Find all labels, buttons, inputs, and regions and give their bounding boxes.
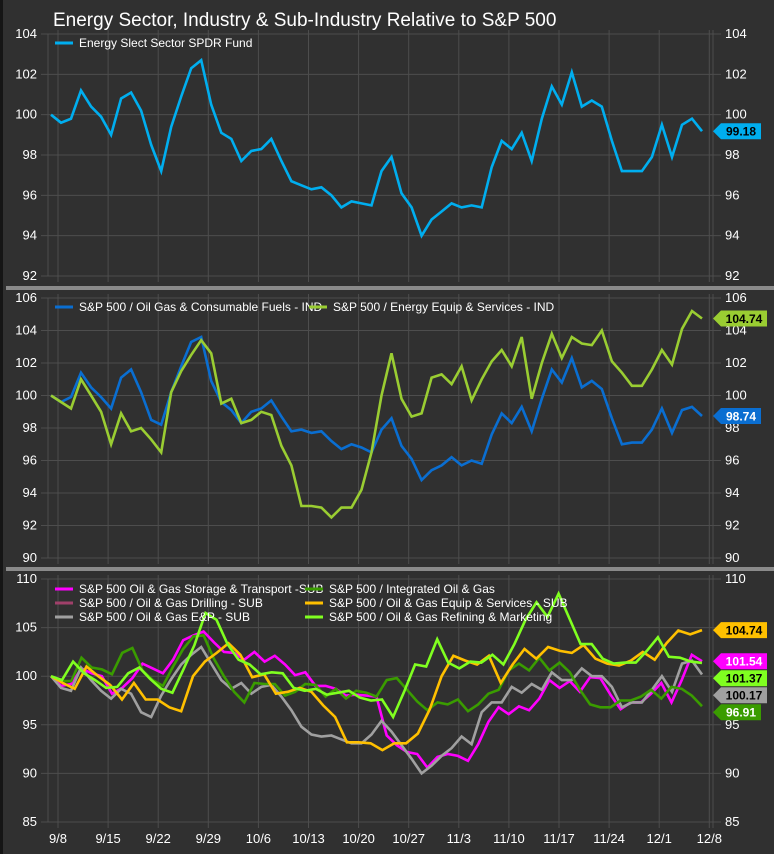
y-tick-label-left: 102	[15, 66, 37, 81]
value-tag	[713, 687, 767, 704]
value-tag-label: 101.54	[726, 655, 763, 669]
x-tick-label: 11/24	[593, 831, 625, 846]
value-tag	[713, 670, 767, 687]
value-tag	[713, 622, 767, 639]
x-tick-label: 10/13	[292, 831, 325, 846]
y-tick-label-left: 100	[15, 107, 37, 122]
y-tick-label-right: 96	[725, 187, 739, 202]
series-line	[50, 628, 703, 752]
y-tick-label-right: 100	[725, 107, 747, 122]
y-tick-label-left: 110	[16, 571, 37, 586]
legend-label: S&P 500 / Integrated Oil & Gas	[329, 582, 495, 596]
y-tick-label-left: 92	[23, 518, 37, 533]
y-tick-label-left: 105	[15, 620, 37, 635]
y-tick-label-left: 95	[23, 717, 37, 732]
value-tag-label: 99.18	[726, 125, 756, 139]
chart-svg: 92 92 94 94 96 96 98 98 100 100 102 102 104 104 99.18 E…	[6, 26, 774, 846]
y-tick-label-left: 104	[15, 323, 37, 338]
series-line	[50, 590, 703, 720]
series-line	[50, 309, 703, 520]
x-tick-label: 9/22	[146, 831, 171, 846]
y-tick-label-right: 90	[725, 550, 739, 565]
series-line	[50, 634, 703, 713]
value-tag-label: 104.74	[726, 624, 763, 638]
y-tick-label-left: 106	[15, 290, 37, 305]
y-tick-label-left: 92	[23, 268, 37, 283]
y-tick-label-left: 90	[23, 765, 37, 780]
y-tick-label-left: 98	[23, 147, 37, 162]
y-tick-label-left: 102	[15, 355, 37, 370]
legend-label: S&P 500 / Energy Equip & Services - IND	[333, 300, 555, 314]
chart-title: Energy Sector, Industry & Sub-Industry R…	[53, 10, 557, 31]
y-tick-label-left: 98	[23, 420, 37, 435]
y-tick-label-left: 100	[15, 668, 37, 683]
x-tick-label: 12/1	[647, 831, 672, 846]
series-line	[50, 57, 704, 239]
x-tick-label: 11/10	[493, 831, 525, 846]
x-tick-label: 9/8	[49, 831, 67, 846]
y-tick-label-right: 96	[725, 453, 739, 468]
value-tag-label: 104.74	[726, 312, 763, 326]
y-tick-label-right: 94	[725, 228, 739, 243]
y-tick-label-left: 96	[23, 187, 37, 202]
value-tag-label: 98.74	[726, 409, 756, 423]
value-tag	[713, 704, 761, 721]
legend-label: S&P 500 / Oil & Gas Drilling - SUB	[79, 596, 263, 610]
value-tag	[713, 123, 761, 140]
y-tick-label-right: 102	[725, 66, 747, 81]
y-tick-label-right: 98	[725, 147, 739, 162]
y-tick-label-left: 90	[23, 550, 37, 565]
value-tag-label: 101.37	[726, 672, 763, 686]
x-tick-label: 11/17	[543, 831, 575, 846]
y-tick-label-right: 102	[725, 355, 747, 370]
series-line	[50, 335, 703, 483]
y-tick-label-right: 106	[725, 290, 747, 305]
series-line	[50, 645, 704, 776]
y-tick-label-left: 94	[23, 485, 37, 500]
value-tag	[713, 653, 767, 670]
y-tick-label-right: 92	[725, 268, 739, 283]
value-tag	[713, 310, 767, 327]
legend-label: S&P 500 / Oil & Gas E&P - SUB	[79, 610, 250, 624]
value-tag-label: 96.91	[726, 706, 756, 720]
x-tick-label: 11/3	[447, 831, 471, 846]
y-tick-label-right: 110	[725, 571, 746, 586]
y-tick-label-left: 96	[23, 453, 37, 468]
y-tick-label-left: 104	[15, 26, 37, 41]
panel-1: 92 92 94 94 96 96 98 98 100 100 102 102 104 104 99.18 E…	[15, 26, 761, 283]
y-tick-label-right: 90	[725, 765, 739, 780]
y-tick-label-right: 92	[725, 518, 739, 533]
y-tick-label-right: 95	[725, 717, 739, 732]
y-tick-label-left: 85	[23, 814, 37, 829]
y-tick-label-right: 104	[725, 26, 747, 41]
x-tick-label: 12/8	[697, 831, 722, 846]
y-tick-label-left: 94	[23, 228, 37, 243]
panel-3: 858590909595100100105105110110104.74101.…	[15, 571, 767, 829]
legend-label: S&P 500 / Oil & Gas Equip & Services - S…	[329, 596, 568, 610]
legend-label: Energy Slect Sector SPDR Fund	[79, 36, 252, 50]
y-tick-label-left: 100	[15, 388, 37, 403]
legend-label: S&P 500 / Oil Gas & Consumable Fuels - I…	[79, 300, 323, 314]
y-tick-label-right: 94	[725, 485, 739, 500]
y-tick-label-right: 100	[725, 388, 747, 403]
x-tick-label: 9/29	[196, 831, 221, 846]
legend-label: S&P 500 Oil & Gas Storage & Transport -S…	[79, 582, 324, 596]
y-tick-label-right: 85	[725, 814, 739, 829]
value-tag	[713, 407, 761, 424]
legend-label: S&P 500 / Oil & Gas Refining & Marketing	[329, 610, 552, 624]
panel-separator	[6, 567, 774, 571]
panel-separator	[6, 286, 774, 290]
x-tick-label: 10/27	[392, 831, 425, 846]
x-tick-label: 10/6	[246, 831, 271, 846]
x-tick-label: 10/20	[342, 831, 375, 846]
value-tag-label: 100.17	[726, 689, 763, 703]
x-tick-label: 9/15	[95, 831, 120, 846]
